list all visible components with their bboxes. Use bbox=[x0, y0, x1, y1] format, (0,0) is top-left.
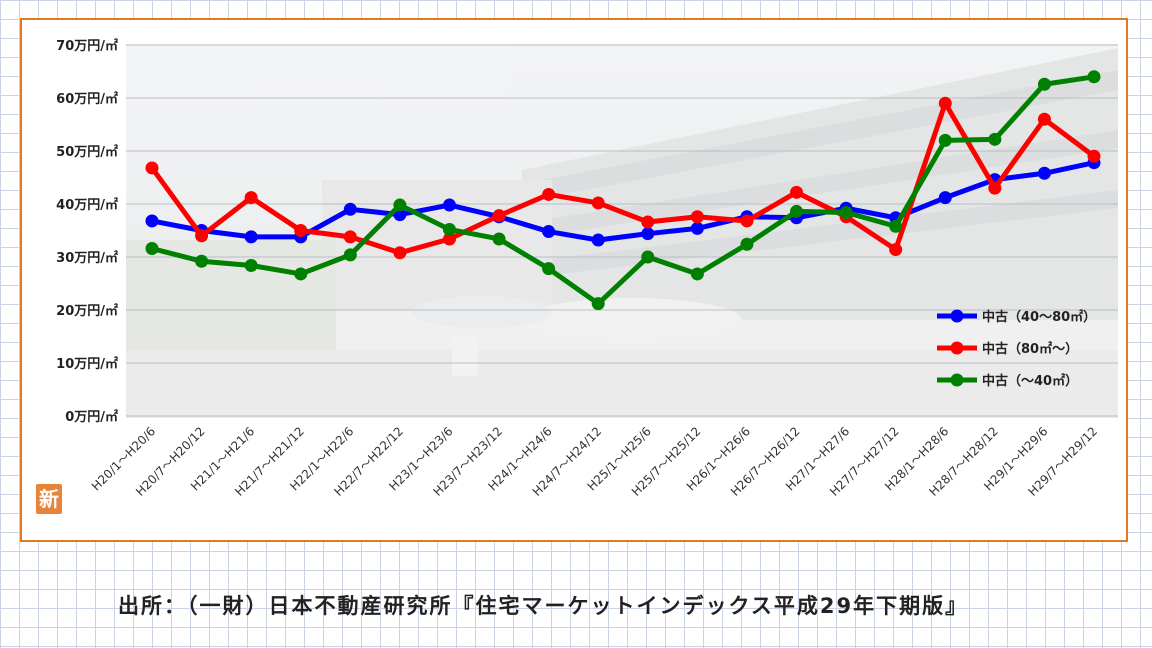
legend: 中古（40～80㎡） 中古（80㎡～） 中古（～40㎡） bbox=[937, 309, 1096, 389]
y-tick-label: 0万円/㎡ bbox=[65, 409, 118, 425]
source-caption: 出所：（一財）日本不動産研究所『住宅マーケットインデックス平成29年下期版』 bbox=[118, 594, 969, 618]
data-point bbox=[591, 297, 605, 311]
data-point bbox=[591, 196, 605, 210]
y-tick-label: 70万円/㎡ bbox=[56, 38, 118, 54]
data-point bbox=[145, 161, 159, 175]
data-point bbox=[542, 225, 556, 239]
data-point bbox=[492, 232, 506, 246]
data-point bbox=[343, 202, 357, 216]
background-photo bbox=[126, 44, 1118, 418]
series-line bbox=[149, 100, 1097, 256]
data-point bbox=[938, 133, 952, 147]
series-3 bbox=[145, 70, 1101, 311]
data-point bbox=[839, 205, 853, 219]
data-point bbox=[492, 209, 506, 223]
y-tick-label: 50万円/㎡ bbox=[56, 144, 118, 160]
data-point bbox=[889, 219, 903, 233]
data-point bbox=[343, 230, 357, 244]
data-point bbox=[938, 96, 952, 110]
series-line bbox=[149, 74, 1097, 307]
y-tick-label: 10万円/㎡ bbox=[56, 356, 118, 372]
legend-marker bbox=[950, 341, 964, 355]
data-point bbox=[442, 222, 456, 236]
data-point bbox=[938, 191, 952, 205]
data-point bbox=[393, 246, 407, 260]
data-point bbox=[244, 258, 258, 272]
data-point bbox=[591, 233, 605, 247]
data-point bbox=[988, 132, 1002, 146]
data-point bbox=[740, 237, 754, 251]
data-point bbox=[988, 181, 1002, 195]
legend-marker bbox=[950, 373, 964, 387]
data-point bbox=[790, 185, 804, 199]
data-point bbox=[542, 262, 556, 276]
data-point bbox=[1087, 149, 1101, 163]
data-point bbox=[294, 267, 308, 281]
legend-label: 中古（80㎡～） bbox=[982, 341, 1078, 357]
data-point bbox=[195, 254, 209, 268]
data-point bbox=[1037, 112, 1051, 126]
data-point bbox=[542, 187, 556, 201]
data-point bbox=[195, 229, 209, 243]
data-point bbox=[641, 227, 655, 241]
data-point bbox=[740, 214, 754, 228]
data-point bbox=[1037, 166, 1051, 180]
legend-label: 中古（40～80㎡） bbox=[982, 309, 1096, 325]
y-tick-label: 40万円/㎡ bbox=[56, 197, 118, 213]
data-point bbox=[442, 232, 456, 246]
data-point bbox=[145, 214, 159, 228]
data-point bbox=[442, 198, 456, 212]
chart-frame: 0万円/㎡ 10万円/㎡ 20万円/㎡ 30万円/㎡ 40万円/㎡ 50万円/㎡ 60万円/… bbox=[20, 18, 1128, 542]
y-tick-label: 20万円/㎡ bbox=[56, 303, 118, 319]
y-tick-label: 30万円/㎡ bbox=[56, 250, 118, 266]
data-point bbox=[343, 248, 357, 262]
data-point bbox=[244, 230, 258, 244]
data-point bbox=[641, 250, 655, 264]
data-point bbox=[145, 242, 159, 256]
data-point bbox=[790, 204, 804, 218]
data-point bbox=[690, 221, 704, 235]
data-point bbox=[889, 243, 903, 257]
line-chart: 0万円/㎡ 10万円/㎡ 20万円/㎡ 30万円/㎡ 40万円/㎡ 50万円/㎡ 60万円/… bbox=[56, 38, 1118, 499]
data-point bbox=[690, 210, 704, 224]
data-point bbox=[294, 224, 308, 237]
logo-badge: 新 bbox=[36, 484, 62, 514]
y-tick-label: 60万円/㎡ bbox=[56, 91, 118, 107]
data-point bbox=[244, 191, 258, 205]
data-point bbox=[641, 215, 655, 229]
data-point bbox=[393, 198, 407, 212]
legend-marker bbox=[950, 309, 964, 323]
data-point bbox=[690, 267, 704, 281]
data-point bbox=[1087, 70, 1101, 84]
legend-label: 中古（～40㎡） bbox=[982, 373, 1078, 389]
data-point bbox=[1037, 77, 1051, 91]
